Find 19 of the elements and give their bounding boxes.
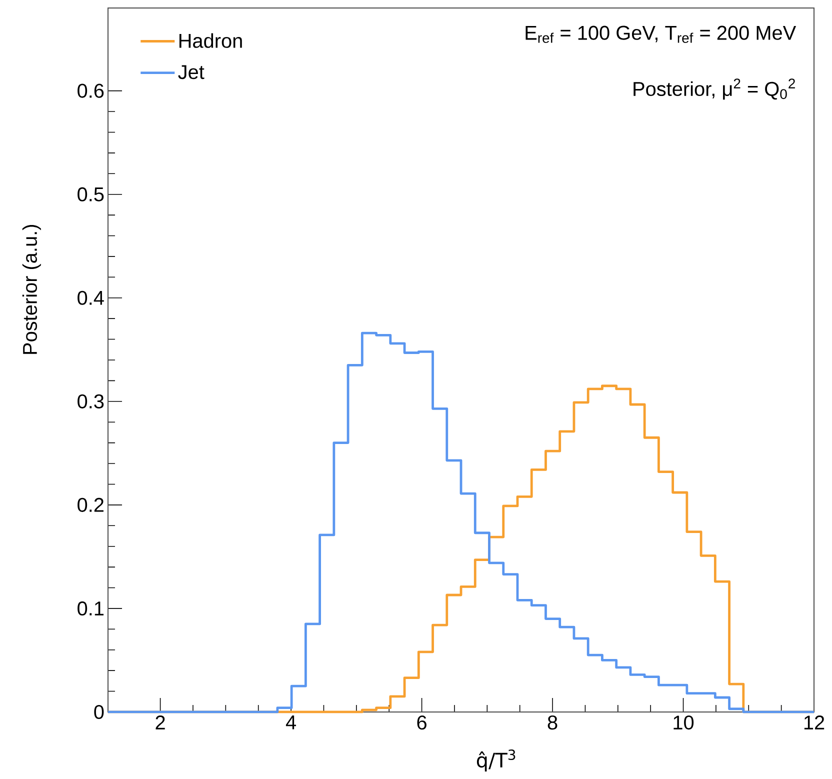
x-tick-label: 2 <box>156 716 165 730</box>
annotation: E$_{ref}$ = 100 GeV, T$_{ref}$ = 200 MeV <box>526 26 796 43</box>
x-tick-label: 8 <box>548 716 558 730</box>
y-tick-label: 0.1 <box>78 601 104 616</box>
y-tick-label: 0.5 <box>78 187 104 202</box>
y-tick-label: 0 <box>94 704 104 720</box>
x-axis-title: q̂/T$^{3}$ <box>476 749 516 772</box>
annotation: Posterior, μ$^{2}$ = Q$_{0}$2 <box>634 78 795 100</box>
x-tick-label: 6 <box>417 716 426 730</box>
legend-label: Jet <box>178 65 204 80</box>
y-axis-title: Posterior (a.u.) <box>22 224 41 354</box>
y-tick-label: 0.2 <box>78 498 104 512</box>
legend-label: Hadron <box>179 33 242 48</box>
x-tick-label: 12 <box>804 716 824 730</box>
x-tick-label: 4 <box>286 716 296 730</box>
y-tick-label: 0.4 <box>78 290 104 305</box>
x-tick-label: 10 <box>674 716 694 730</box>
y-tick-label: 0.3 <box>78 394 104 408</box>
y-tick-label: 0.6 <box>78 84 104 98</box>
